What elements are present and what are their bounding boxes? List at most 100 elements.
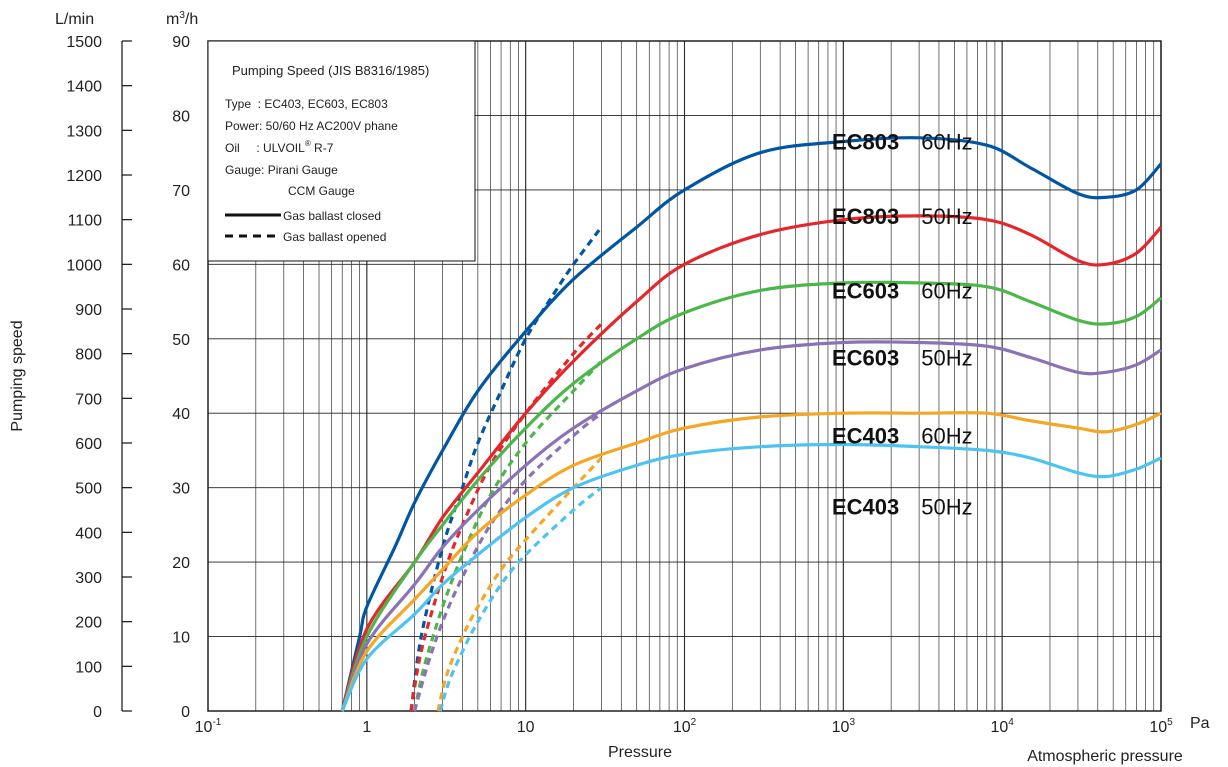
inner-axis-unit: m3/h [166, 10, 198, 28]
x-tick-base: 10 [673, 719, 691, 736]
x-tick-exponent: 4 [1008, 717, 1014, 728]
inner-axis-tick-label: 80 [172, 108, 190, 125]
series-label-ec403-60hz: EC403 60Hz [832, 424, 973, 449]
left-axis-tick-label: 1300 [66, 123, 102, 140]
curve-dashed-ec403-50hz [438, 486, 603, 712]
legend-oil-reg: ® [305, 139, 311, 148]
left-axis-tick-label: 1500 [66, 34, 102, 51]
series-label-model: EC603 [832, 278, 899, 303]
series-label-ec803-60hz: EC803 60Hz [832, 130, 973, 155]
curve-solid-ec403-60hz [340, 411, 1162, 712]
legend-gauge-1: Gauge: Pirani Gauge [225, 163, 338, 177]
x-tick-exponent: -1 [212, 717, 221, 728]
y-axis-title: Pumping speed [9, 320, 26, 431]
series-labels: EC803 60Hz EC803 50Hz EC603 60Hz EC603 50Hz EC40… [832, 130, 973, 520]
series-label-model: EC803 [832, 204, 899, 229]
series-label-freq: 60Hz [921, 278, 972, 303]
x-axis-tick-label: 104 [990, 717, 1014, 736]
legend-oil-suffix: R-7 [311, 141, 334, 155]
x-tick-base: 10 [990, 719, 1008, 736]
x-axis-tick-label: 1 [362, 719, 371, 736]
series-label-model: EC403 [832, 424, 899, 449]
curve-dashed-ec803-60hz [409, 226, 603, 712]
series-label-model: EC803 [832, 130, 899, 155]
left-axis-tick-label: 1200 [66, 168, 102, 185]
inner-axis-tick-label: 20 [172, 555, 190, 572]
series-label-freq: 50Hz [921, 494, 972, 519]
inner-axis-unit-base: m [166, 11, 179, 28]
left-axis-tick-label: 0 [93, 704, 102, 721]
left-axis-tick-label: 900 [75, 302, 102, 319]
x-axis-tick-label: 103 [832, 717, 856, 736]
x-tick-base: 1 [362, 719, 371, 736]
inner-axis-tick-label: 0 [181, 704, 190, 721]
series-label-ec603-60hz: EC603 60Hz [832, 278, 973, 303]
curve-solid-ec803-60hz [340, 136, 1163, 712]
x-tick-base: 10 [832, 719, 850, 736]
legend-box [207, 40, 476, 262]
inner-axis-unit-tail: /h [185, 11, 198, 28]
legend-power: Power: 50/60 Hz AC200V phane [225, 119, 398, 133]
x-tick-base: 10 [1149, 719, 1167, 736]
left-axis-tick-label: 300 [75, 570, 102, 587]
series-label-ec603-50hz: EC603 50Hz [832, 345, 973, 370]
legend-title: Pumping Speed (JIS B8316/1985) [232, 63, 429, 78]
x-tick-exponent: 2 [691, 717, 697, 728]
x-tick-base: 10 [517, 719, 535, 736]
legend-gauge-2: CCM Gauge [288, 184, 355, 198]
curve-dashed-ec603-60hz [413, 360, 603, 712]
series-label-freq: 50Hz [921, 204, 972, 229]
inner-axis-tick-label: 60 [172, 257, 190, 274]
x-axis-title: Pressure [608, 744, 672, 761]
left-axis-tick-label: 1100 [68, 213, 103, 230]
inner-axis-ticks: 0 10 20 30 40 50 60 70 80 90 [172, 34, 190, 721]
left-axis-tick-label: 700 [75, 391, 102, 408]
series-label-freq: 60Hz [921, 424, 972, 449]
x-axis-tick-label: 105 [1149, 717, 1173, 736]
series-label-model: EC403 [832, 494, 899, 519]
x-axis-tick-label: 102 [673, 717, 697, 736]
legend-dashed-label: Gas ballast opened [283, 230, 386, 244]
x-axis-ticks: 10-1 1 10 102 103 104 105 [195, 717, 1173, 736]
legend-solid-label: Gas ballast closed [283, 209, 381, 223]
x-tick-exponent: 5 [1167, 717, 1173, 728]
x-axis-tick-label: 10 [517, 719, 535, 736]
legend-type: Type : EC403, EC603, EC803 [225, 97, 388, 111]
legend-oil: Oil : ULVOIL® R-7 [225, 139, 334, 155]
left-axis-tick-label: 600 [75, 436, 102, 453]
inner-axis-tick-label: 70 [172, 183, 190, 200]
left-axis-tick-label: 1400 [66, 79, 102, 96]
curve-solid-ec603-50hz [340, 340, 1162, 712]
inner-axis-tick-label: 40 [172, 406, 190, 423]
left-axis-tick-label: 500 [75, 481, 102, 498]
curve-solid-ec403-50hz [340, 442, 1162, 712]
left-axis-tick-label: 800 [75, 347, 102, 364]
x-tick-base: 10 [195, 719, 213, 736]
plot-frame [207, 40, 1162, 712]
atmospheric-pressure-note: Atmospheric pressure [1027, 748, 1183, 765]
inner-axis-tick-label: 30 [172, 481, 190, 498]
left-axis-tick-label: 1000 [66, 257, 102, 274]
inner-axis-unit-sup: 3 [179, 10, 185, 21]
inner-axis-tick-label: 90 [172, 34, 190, 51]
curve-solid-ec603-60hz [340, 280, 1162, 712]
left-axis-tick-label: 400 [75, 525, 102, 542]
series-label-freq: 50Hz [921, 345, 972, 370]
curve-dashed-ec603-50hz [413, 411, 603, 712]
left-axis-tick-label: 200 [75, 615, 102, 632]
curves [340, 136, 1163, 712]
left-axis-unit: L/min [55, 11, 94, 28]
curve-solid-ec803-50hz [340, 214, 1163, 712]
inner-axis-tick-label: 50 [172, 332, 190, 349]
series-label-model: EC603 [832, 345, 899, 370]
x-axis-tick-label: 10-1 [195, 717, 222, 736]
legend-oil-prefix: Oil : ULVOIL [225, 141, 305, 155]
left-axis-ticks: 0 100 200 300 400 500 600 700 800 900 1000 1100 1200… [66, 34, 132, 721]
curve-dashed-ec803-50hz [409, 322, 603, 712]
curve-dashed-ec403-60hz [436, 456, 603, 712]
legend: Pumping Speed (JIS B8316/1985) Type : EC… [207, 40, 476, 262]
series-label-freq: 60Hz [921, 130, 972, 155]
x-axis-unit: Pa [1190, 715, 1210, 732]
series-label-ec803-50hz: EC803 50Hz [832, 204, 973, 229]
